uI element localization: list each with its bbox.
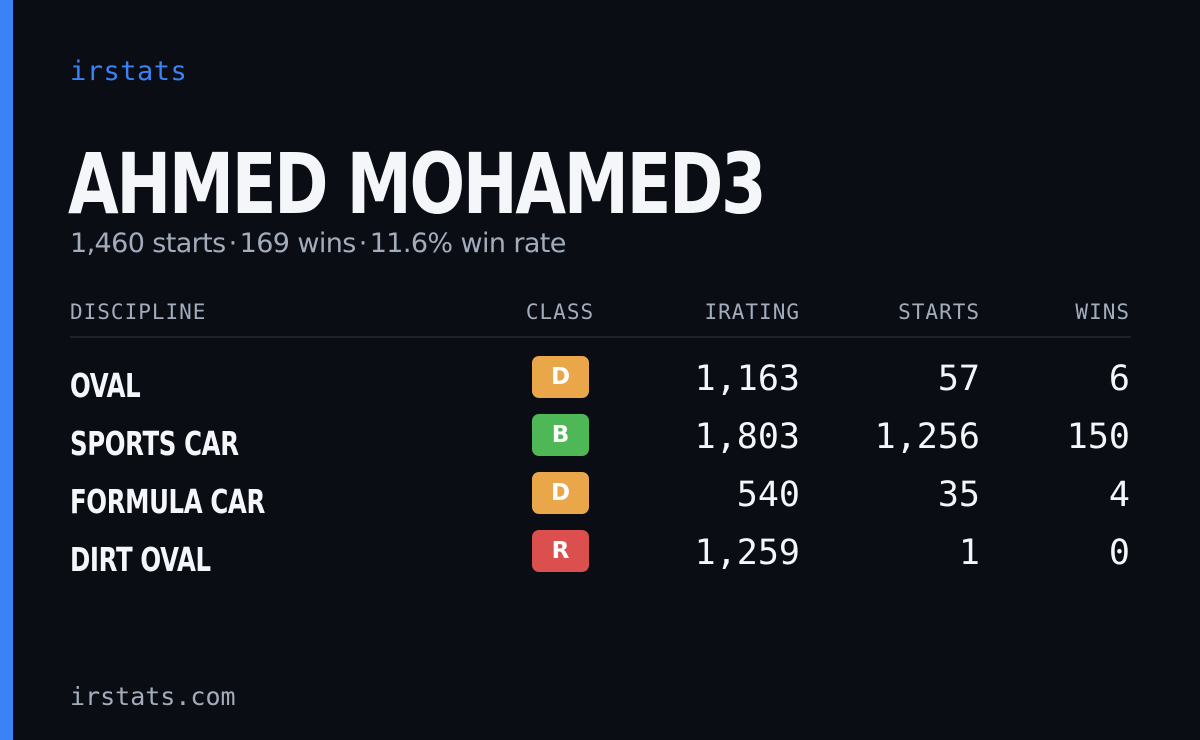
irating-value: 540	[736, 475, 800, 515]
class-badge: R	[532, 530, 589, 572]
accent-bar	[0, 0, 13, 740]
brand-logo: irstats	[70, 56, 188, 87]
wins-value: 150	[1066, 417, 1130, 457]
header-class: CLASS	[525, 300, 595, 324]
table-row: FORMULA CAR D 540 35 4	[70, 470, 1131, 528]
starts-value: 1,256	[874, 417, 980, 457]
discipline-name: DIRT OVAL	[70, 540, 211, 579]
header-starts: STARTS	[898, 300, 980, 324]
irating-value: 1,259	[694, 533, 800, 573]
discipline-name: OVAL	[70, 366, 141, 405]
class-badge: D	[532, 356, 589, 398]
win-rate: 11.6% win rate	[369, 228, 567, 259]
table-header: DISCIPLINE CLASS IRATING STARTS WINS	[70, 298, 1131, 338]
separator: ·	[228, 228, 238, 259]
header-wins: WINS	[1075, 300, 1130, 324]
discipline-name: FORMULA CAR	[70, 482, 265, 521]
table-row: SPORTS CAR B 1,803 1,256 150	[70, 412, 1131, 470]
starts-value: 57	[937, 359, 980, 399]
separator: ·	[358, 228, 368, 259]
stats-table: DISCIPLINE CLASS IRATING STARTS WINS OVA…	[70, 298, 1131, 586]
table-row: DIRT OVAL R 1,259 1 0	[70, 528, 1131, 586]
class-badge: B	[532, 414, 589, 456]
wins-value: 0	[1108, 533, 1130, 573]
total-wins: 169 wins	[239, 228, 357, 259]
player-summary: 1,460 starts · 169 wins · 11.6% win rate	[70, 228, 566, 259]
table-row: OVAL D 1,163 57 6	[70, 354, 1131, 412]
wins-value: 6	[1108, 359, 1130, 399]
header-discipline: DISCIPLINE	[70, 300, 207, 324]
footer-url: irstats.com	[70, 682, 236, 711]
table-body: OVAL D 1,163 57 6 SPORTS CAR B 1,803 1,2…	[70, 354, 1131, 586]
starts-value: 35	[937, 475, 980, 515]
class-badge: D	[532, 472, 589, 514]
header-irating: IRATING	[704, 300, 800, 324]
starts-value: 1	[958, 533, 980, 573]
player-name: AHMED MOHAMED3	[68, 135, 767, 233]
wins-value: 4	[1108, 475, 1130, 515]
irating-value: 1,803	[694, 417, 800, 457]
total-starts: 1,460 starts	[70, 228, 226, 259]
irating-value: 1,163	[694, 359, 800, 399]
discipline-name: SPORTS CAR	[70, 424, 239, 463]
